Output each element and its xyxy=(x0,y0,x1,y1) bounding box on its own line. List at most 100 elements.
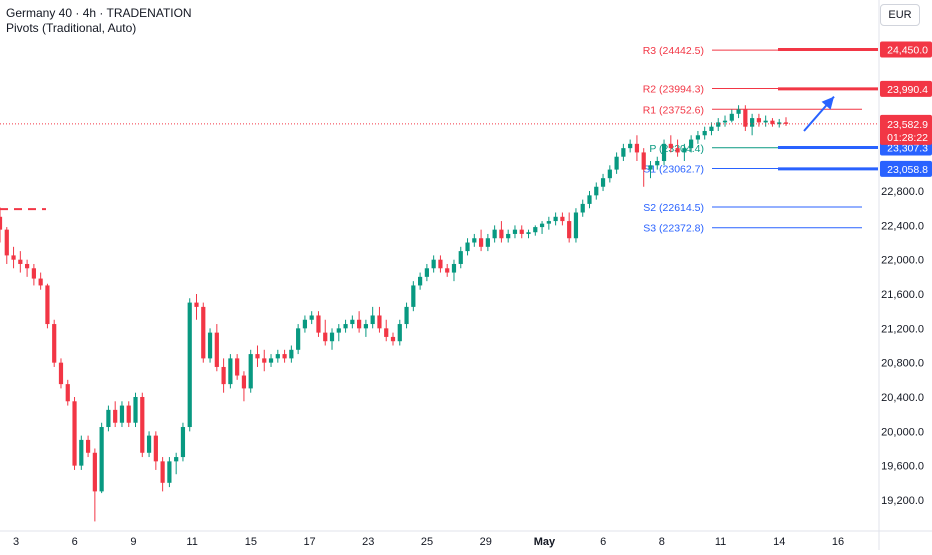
pivot-label-r2: R2 (23994.3) xyxy=(643,84,704,96)
candle-body xyxy=(641,152,646,170)
x-tick-label: 16 xyxy=(832,536,844,548)
level-price-tag xyxy=(880,160,932,177)
candle-body xyxy=(648,165,653,170)
x-tick-label: May xyxy=(534,536,556,548)
candle-body xyxy=(492,229,497,239)
candle-body xyxy=(661,143,667,162)
x-tick-label: 23 xyxy=(362,536,374,548)
candle-body xyxy=(539,223,545,228)
candle-body xyxy=(377,315,382,329)
candle-body xyxy=(106,409,111,428)
candle-body xyxy=(472,238,477,243)
candle-body xyxy=(763,120,768,123)
y-tick-label: 22,400.0 xyxy=(881,220,924,232)
candle-body xyxy=(553,216,558,222)
overlays: 24,450.0 23,990.4 23,307.3 23,058.8 23,582.9… xyxy=(0,41,932,211)
candle-body xyxy=(228,358,233,385)
candle-body xyxy=(668,143,673,149)
level-price-tag xyxy=(880,41,932,58)
candle-body xyxy=(174,457,179,462)
candle-body xyxy=(397,324,402,342)
candle-body xyxy=(600,178,606,187)
candle-body xyxy=(370,315,375,325)
candle-body xyxy=(65,384,70,402)
candle-body xyxy=(411,285,416,307)
x-tick-label: 11 xyxy=(715,536,726,548)
candle-body xyxy=(309,315,314,320)
y-tick-label: 22,800.0 xyxy=(881,186,924,198)
candle-body xyxy=(126,405,131,423)
pivot-label-r1: R1 (23752.6) xyxy=(643,104,704,116)
candle-body xyxy=(445,268,450,273)
y-tick-label: 22,000.0 xyxy=(881,255,924,267)
pivot-label-s3: S3 (22372.8) xyxy=(643,223,704,235)
x-tick-label: 25 xyxy=(421,536,433,548)
candle-body xyxy=(709,126,714,131)
candle-body xyxy=(682,148,687,153)
candle-body xyxy=(221,366,226,385)
candle-body xyxy=(384,328,389,337)
candle-body xyxy=(716,122,721,127)
candle-body xyxy=(621,148,626,157)
candle-body xyxy=(31,268,36,279)
candle-body xyxy=(390,336,396,342)
candles xyxy=(0,105,789,522)
candle-body xyxy=(153,435,158,462)
y-tick-label: 19,600.0 xyxy=(881,461,924,473)
indicator-label[interactable]: Pivots (Traditional, Auto) xyxy=(6,21,137,35)
candle-body xyxy=(506,233,511,239)
candle-body xyxy=(438,259,443,269)
candle-body xyxy=(146,435,152,453)
y-tick-label: 21,200.0 xyxy=(881,323,924,335)
candle-body xyxy=(451,263,457,273)
x-tick-label: 29 xyxy=(480,536,492,548)
candle-body xyxy=(248,354,253,389)
candle-body xyxy=(573,212,579,239)
candle-body xyxy=(25,263,30,269)
candle-body xyxy=(689,139,694,149)
y-tick-label: 21,600.0 xyxy=(881,289,924,301)
candle-body xyxy=(560,216,565,222)
candle-body xyxy=(783,122,789,124)
candle-body xyxy=(194,302,199,307)
candle-body xyxy=(58,362,64,385)
pivot-label-r3: R3 (24442.5) xyxy=(643,45,704,57)
candle-body xyxy=(282,354,287,359)
level-price-tag xyxy=(880,80,932,97)
candle-body xyxy=(52,324,57,363)
x-tick-label: 6 xyxy=(72,536,78,548)
candle-body xyxy=(533,227,538,233)
candle-body xyxy=(567,221,572,239)
candle-body xyxy=(180,427,186,458)
candle-body xyxy=(431,259,436,269)
candle-body xyxy=(323,332,328,342)
y-tick-label: 20,800.0 xyxy=(881,358,924,370)
candle-body xyxy=(519,229,524,234)
candle-body xyxy=(722,120,728,123)
currency-button[interactable]: EUR xyxy=(880,4,920,26)
candle-body xyxy=(92,452,97,492)
candle-body xyxy=(350,319,355,325)
y-tick-label: 20,000.0 xyxy=(881,426,924,438)
candle-body xyxy=(587,195,592,204)
candle-body xyxy=(336,328,341,333)
candle-body xyxy=(11,255,16,260)
candle-body xyxy=(160,461,165,483)
pivot-lines: R3 (24442.5)R2 (23994.3)R1 (23752.6)P (2… xyxy=(643,45,862,235)
symbol-title[interactable]: Germany 40 · 4h · TRADENATION xyxy=(6,6,192,20)
forecast-arrow-head xyxy=(821,96,834,110)
candle-body xyxy=(655,161,660,166)
candle-body xyxy=(201,306,206,359)
candle-body xyxy=(214,332,219,367)
price-axis: 22,800.0 22,400.0 22,000.0 21,600.0 21,200.0… xyxy=(878,0,924,550)
candle-body xyxy=(418,276,423,286)
candle-body xyxy=(85,439,91,453)
chart-legend: Germany 40 · 4h · TRADENATION Pivots (Tr… xyxy=(6,6,192,36)
candle-body xyxy=(695,135,701,140)
x-tick-label: 17 xyxy=(303,536,315,548)
candle-body xyxy=(546,221,551,224)
candle-body xyxy=(465,242,470,252)
candle-body xyxy=(404,306,409,325)
